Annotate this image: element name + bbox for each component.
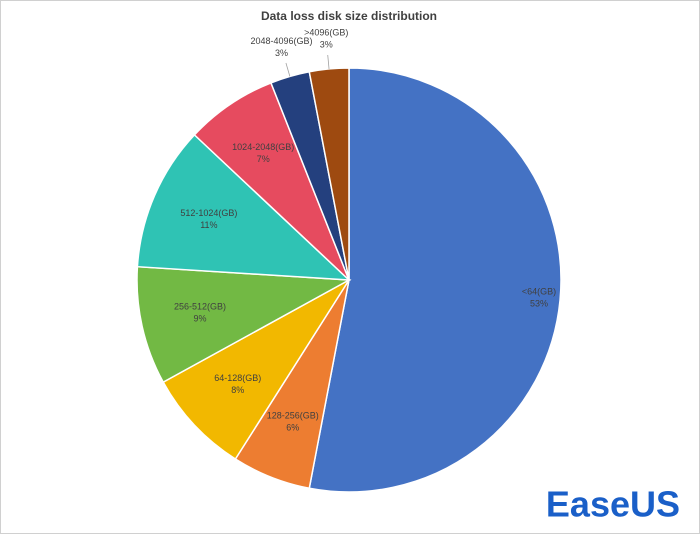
slice-value-label: 9% [194, 314, 207, 324]
watermark: EaseUS [546, 484, 680, 525]
slice-value-label: 7% [257, 154, 270, 164]
leader-line [285, 62, 291, 77]
slice-label: 128-256(GB) [267, 410, 319, 420]
pie-slice [136, 265, 352, 384]
slice-value-label: 3% [320, 39, 333, 49]
slice-label: 512-1024(GB) [180, 208, 237, 218]
pie-slice [162, 279, 350, 461]
slice-label: 1024-2048(GB) [232, 142, 294, 152]
slice-value-label: 8% [231, 385, 244, 395]
slice-label: 64-128(GB) [214, 373, 261, 383]
slice-label: >4096(GB) [304, 27, 348, 37]
slice-label: 256-512(GB) [174, 302, 226, 312]
slice-value-label: 3% [275, 48, 288, 58]
slice-value-label: 53% [530, 298, 548, 308]
slice-label: <64(GB) [522, 286, 556, 296]
pie-slice [308, 67, 562, 493]
leader-line [327, 54, 330, 69]
chart-title: Data loss disk size distribution [261, 9, 437, 23]
slice-value-label: 6% [286, 422, 299, 432]
slice-label: 2048-4096(GB) [250, 36, 312, 46]
slice-value-label: 11% [200, 220, 217, 230]
pie-slice [136, 133, 352, 281]
